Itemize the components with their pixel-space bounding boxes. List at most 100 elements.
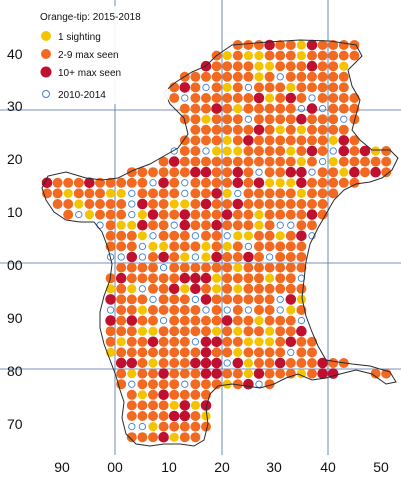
tetrad-dot-2-9 bbox=[201, 220, 211, 231]
tetrad-dot-2010-2014 bbox=[191, 232, 200, 240]
tetrad-dot-2-9 bbox=[285, 358, 296, 368]
tetrad-dot-1-sighting bbox=[233, 231, 243, 241]
tetrad-dot-1-sighting bbox=[233, 104, 243, 114]
tetrad-dot-2-9 bbox=[296, 209, 307, 220]
legend-background bbox=[36, 6, 168, 104]
tetrad-dot-2-9 bbox=[307, 71, 317, 82]
tetrad-dot-1-sighting bbox=[254, 210, 264, 220]
tetrad-dot-2-9 bbox=[296, 283, 307, 294]
tetrad-dot-2-9 bbox=[285, 315, 296, 326]
tetrad-dot-1-sighting bbox=[286, 82, 296, 92]
tetrad-dot-10-plus bbox=[306, 103, 318, 114]
tetrad-dot-2-9 bbox=[243, 93, 254, 103]
tetrad-dot-2010-2014 bbox=[117, 253, 125, 261]
tetrad-dot-2-9 bbox=[243, 156, 254, 167]
tetrad-dot-2-9 bbox=[137, 411, 148, 421]
tetrad-dot-2-9 bbox=[264, 209, 275, 220]
y-tick-label: 80 bbox=[7, 363, 23, 379]
tetrad-dot-2-9 bbox=[116, 326, 127, 337]
tetrad-dot-10-plus bbox=[285, 166, 297, 178]
tetrad-dot-2-9 bbox=[148, 379, 158, 390]
tetrad-dot-2-9 bbox=[307, 156, 317, 167]
tetrad-dot-2-9 bbox=[126, 400, 137, 411]
tetrad-dot-2-9 bbox=[275, 252, 286, 262]
tetrad-dot-2-9 bbox=[307, 188, 317, 199]
tetrad-dot-2-9 bbox=[275, 283, 286, 294]
tetrad-dot-2-9 bbox=[317, 124, 328, 135]
tetrad-dot-1-sighting bbox=[265, 178, 275, 188]
tetrad-dot-2-9 bbox=[285, 199, 296, 209]
tetrad-dot-2-9 bbox=[317, 50, 328, 61]
tetrad-dot-2-9 bbox=[338, 40, 349, 50]
tetrad-dot-2-9 bbox=[158, 400, 169, 411]
tetrad-dot-10-plus bbox=[105, 315, 116, 326]
tetrad-dot-2-9 bbox=[222, 347, 233, 358]
tetrad-dot-10-plus bbox=[232, 166, 244, 178]
tetrad-dot-2-9 bbox=[158, 336, 169, 347]
tetrad-dot-2-9 bbox=[243, 71, 254, 82]
tetrad-dot-2-9 bbox=[148, 400, 158, 411]
tetrad-dot-1-sighting bbox=[106, 188, 116, 198]
tetrad-dot-10-plus bbox=[232, 177, 244, 189]
tetrad-dot-10-plus bbox=[179, 400, 191, 411]
tetrad-dot-2-9 bbox=[349, 93, 360, 103]
tetrad-dot-10-plus bbox=[338, 145, 350, 157]
tetrad-dot-2-9 bbox=[254, 326, 264, 337]
tetrad-dot-10-plus bbox=[126, 251, 138, 263]
y-tick-label: 40 bbox=[7, 46, 23, 62]
tetrad-dot-2-9 bbox=[126, 230, 137, 241]
tetrad-dot-2010-2014 bbox=[329, 147, 337, 155]
tetrad-dot-2010-2014 bbox=[159, 263, 168, 272]
tetrad-dot-2-9 bbox=[317, 61, 328, 72]
tetrad-dot-10-plus bbox=[359, 145, 371, 157]
tetrad-dot-2-9 bbox=[232, 273, 243, 284]
tetrad-dot-2-9 bbox=[190, 220, 201, 231]
tetrad-dot-2-9 bbox=[179, 326, 190, 337]
tetrad-dot-2-9 bbox=[296, 82, 307, 93]
tetrad-dot-2-9 bbox=[275, 156, 286, 167]
tetrad-dot-2-9 bbox=[222, 124, 233, 135]
tetrad-dot-10-plus bbox=[200, 272, 212, 284]
tetrad-dot-1-sighting bbox=[116, 188, 126, 198]
tetrad-dot-2-9 bbox=[95, 199, 105, 209]
tetrad-dot-2-9 bbox=[317, 199, 328, 209]
tetrad-dot-2-9 bbox=[243, 61, 254, 72]
x-tick-label: 40 bbox=[320, 459, 336, 475]
tetrad-dot-2-9 bbox=[190, 411, 201, 421]
tetrad-dot-2-9 bbox=[211, 82, 222, 93]
tetrad-dot-10-plus bbox=[211, 188, 222, 199]
tetrad-dot-2-9 bbox=[264, 283, 275, 294]
tetrad-dot-1-sighting bbox=[222, 51, 232, 61]
tetrad-dot-2-9 bbox=[243, 209, 254, 220]
x-tick-label: 00 bbox=[107, 459, 123, 475]
legend: Orange-tip: 2015-2018 1 sighting 2-9 max… bbox=[36, 6, 168, 104]
tetrad-dot-1-sighting bbox=[84, 210, 94, 220]
tetrad-dot-2-9 bbox=[190, 114, 201, 125]
tetrad-dot-2-9 bbox=[264, 146, 275, 156]
tetrad-dot-2-9 bbox=[264, 135, 275, 146]
tetrad-dot-2-9 bbox=[285, 114, 296, 125]
tetrad-dot-2-9 bbox=[307, 177, 317, 188]
tetrad-dot-2-9 bbox=[243, 315, 254, 326]
tetrad-dot-2010-2014 bbox=[128, 422, 136, 431]
tetrad-dot-1-sighting bbox=[148, 358, 158, 368]
tetrad-dot-2-9 bbox=[201, 188, 211, 199]
tetrad-dot-2-9 bbox=[264, 167, 275, 178]
tetrad-dot-10-plus bbox=[243, 251, 254, 263]
tetrad-dot-2-9 bbox=[275, 114, 286, 125]
tetrad-dot-2-9 bbox=[296, 146, 307, 156]
tetrad-dot-2-9 bbox=[338, 103, 349, 114]
tetrad-dot-2-9 bbox=[190, 368, 201, 379]
tetrad-dot-2-9 bbox=[137, 432, 148, 443]
tetrad-dot-2-9 bbox=[232, 156, 243, 167]
tetrad-dot-2-9 bbox=[201, 421, 211, 432]
tetrad-dot-1-sighting bbox=[243, 369, 253, 379]
tetrad-dot-2010-2014 bbox=[244, 242, 253, 251]
tetrad-dot-2-9 bbox=[232, 61, 243, 72]
tetrad-dot-2010-2014 bbox=[128, 200, 136, 208]
tetrad-dot-1-sighting bbox=[265, 273, 275, 283]
tetrad-dot-2-9 bbox=[211, 167, 222, 178]
tetrad-dot-2-9 bbox=[275, 315, 286, 326]
tetrad-dot-10-plus bbox=[115, 357, 127, 369]
tetrad-dot-2-9 bbox=[264, 241, 275, 252]
